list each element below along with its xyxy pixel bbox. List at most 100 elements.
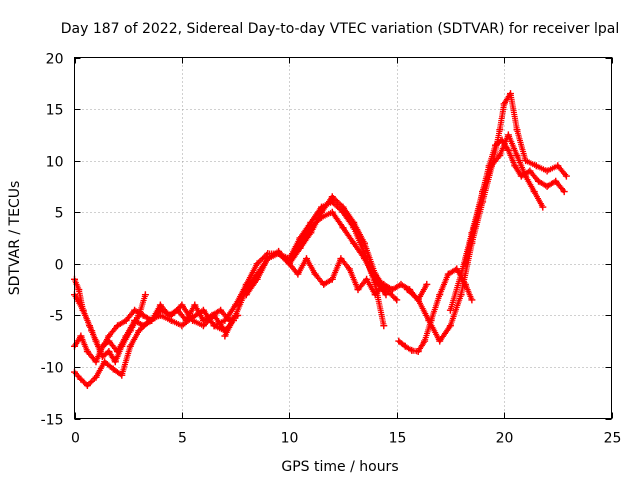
data-point	[414, 348, 422, 355]
data-point	[487, 162, 495, 170]
data-point	[328, 193, 336, 201]
data-point	[92, 337, 100, 345]
data-point	[444, 270, 452, 278]
y-tick-label: 10	[46, 155, 64, 171]
data-point	[253, 275, 261, 283]
data-point	[210, 322, 218, 330]
data-point	[339, 224, 347, 232]
data-point	[199, 317, 207, 324]
data-series	[242, 208, 390, 299]
data-point	[470, 224, 478, 232]
data-point	[361, 239, 368, 247]
data-point	[232, 311, 240, 319]
data-point	[98, 353, 106, 361]
data-point	[118, 371, 126, 379]
y-tick-label: -15	[41, 413, 64, 429]
data-point	[294, 270, 302, 278]
data-point	[543, 182, 551, 190]
data-point	[92, 358, 100, 366]
data-point	[522, 157, 530, 165]
data-point	[318, 213, 325, 221]
data-point	[380, 322, 388, 330]
data-point	[532, 162, 540, 170]
plot-frame	[74, 57, 612, 419]
data-point	[242, 291, 250, 299]
data-point	[530, 188, 538, 196]
data-point	[554, 162, 562, 170]
data-point	[311, 270, 319, 278]
data-point	[423, 280, 431, 288]
data-point	[350, 219, 358, 226]
data-point	[83, 348, 91, 355]
x-tick-label: 25	[604, 431, 622, 447]
data-point	[543, 167, 551, 175]
data-point	[253, 260, 261, 268]
data-point	[425, 317, 433, 324]
data-point	[126, 327, 134, 335]
data-point	[522, 172, 530, 180]
y-tick-label: 0	[55, 258, 64, 274]
data-point	[174, 306, 182, 314]
data-point	[178, 301, 186, 309]
data-point	[457, 270, 465, 278]
data-point	[468, 296, 476, 304]
data-point	[191, 301, 199, 309]
data-point	[461, 260, 469, 268]
data-point	[496, 152, 504, 159]
data-point	[135, 311, 143, 319]
data-point	[189, 317, 197, 324]
data-point	[511, 162, 519, 170]
data-point	[345, 265, 353, 273]
data-point	[382, 291, 390, 299]
x-axis-label: GPS time / hours	[281, 459, 398, 475]
data-point	[526, 167, 534, 175]
data-point	[77, 375, 85, 383]
data-point	[307, 224, 315, 232]
y-axis-label: SDTVAR / TECUs	[7, 181, 23, 296]
data-point	[199, 306, 207, 314]
data-point	[165, 311, 173, 319]
data-point	[111, 358, 119, 366]
data-point	[397, 280, 405, 288]
data-point	[105, 348, 113, 355]
data-point	[421, 337, 429, 345]
data-point	[513, 152, 521, 159]
data-point	[122, 317, 130, 324]
y-tick-label: 15	[46, 103, 64, 119]
x-tick-label: 15	[389, 431, 407, 447]
data-point	[479, 188, 487, 196]
data-series	[461, 131, 547, 268]
data-point	[414, 296, 422, 304]
data-point	[361, 255, 368, 263]
x-tick-label: 10	[281, 431, 299, 447]
data-point	[393, 296, 401, 304]
data-point	[552, 177, 560, 185]
data-point	[350, 239, 358, 247]
data-point	[395, 337, 403, 345]
data-point	[156, 301, 164, 309]
x-tick-label: 20	[496, 431, 514, 447]
data-point	[371, 291, 379, 299]
data-point	[208, 311, 216, 319]
y-tick-label: -10	[41, 361, 64, 377]
x-tick-label: 5	[178, 431, 187, 447]
data-point	[141, 291, 149, 299]
data-point	[339, 203, 347, 211]
data-point	[560, 188, 568, 196]
data-point	[504, 131, 512, 139]
data-point	[77, 332, 85, 340]
data-point	[131, 306, 139, 314]
data-point	[264, 255, 272, 263]
data-point	[75, 286, 83, 294]
data-point	[363, 275, 371, 283]
data-point	[453, 265, 461, 273]
data-point	[303, 255, 310, 263]
data-point	[86, 322, 93, 330]
data-point	[139, 322, 147, 330]
data-point	[101, 358, 109, 366]
data-point	[126, 342, 134, 350]
data-point	[513, 126, 521, 134]
data-point	[320, 280, 328, 288]
